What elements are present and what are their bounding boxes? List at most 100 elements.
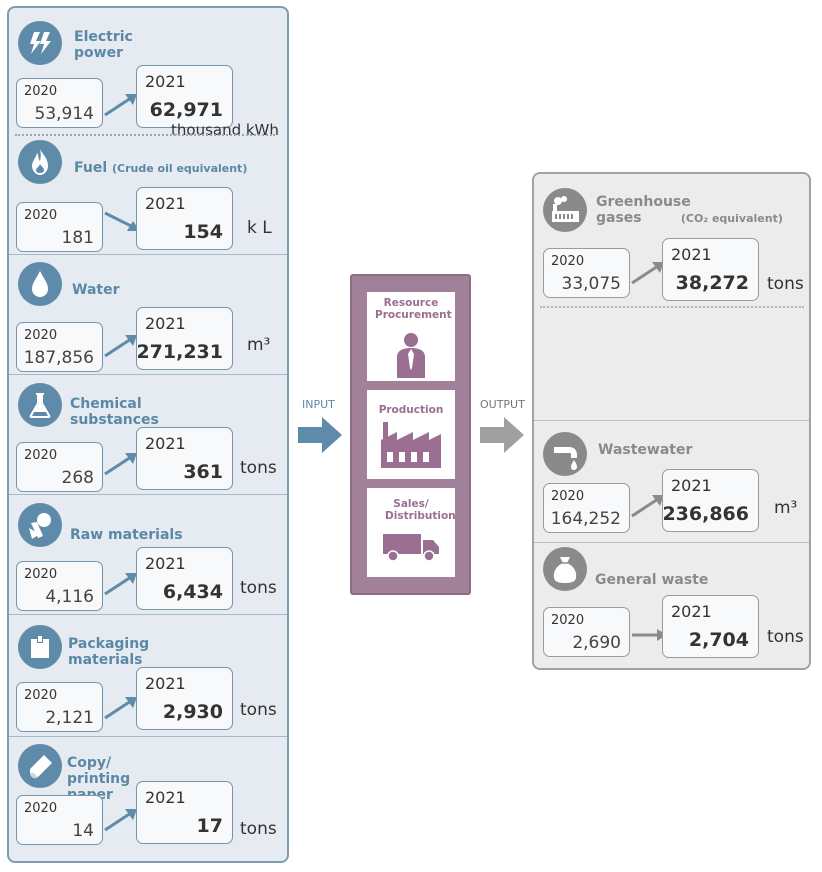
value-2021-box: 2021 236,866 (662, 469, 759, 532)
section-title: Electric power (74, 29, 133, 61)
year-label: 2021 (671, 245, 712, 264)
year-label: 2021 (145, 674, 186, 693)
input-packaging-materials: Packaging materials 2020 2,121 2021 2,93… (9, 614, 287, 736)
process-column: Resource Procurement Production Sales/ D… (350, 274, 471, 595)
trend-arrow-icon (104, 335, 137, 358)
value-2020: 2,690 (572, 633, 621, 653)
output-arrow-icon (480, 417, 524, 453)
value-2021-box: 2021 271,231 (136, 307, 233, 370)
trend-arrow-icon (104, 94, 137, 117)
factory-smoke-icon (543, 188, 587, 232)
input-chemical-substances: Chemical substances 2020 268 2021 361 to… (9, 374, 287, 494)
value-2020-box: 2020 181 (16, 202, 103, 252)
value-2021: 271,231 (136, 341, 223, 363)
trend-arrow-icon (104, 573, 137, 596)
unit-label: tons (767, 274, 804, 294)
year-label: 2021 (671, 602, 712, 621)
value-2021: 236,866 (662, 503, 749, 525)
year-label: 2021 (145, 314, 186, 333)
value-2021: 38,272 (675, 272, 749, 294)
process-label: Production (378, 404, 444, 416)
trend-arrow-icon (104, 453, 137, 476)
paper-icon (18, 744, 62, 788)
flask-icon (18, 383, 62, 427)
year-label: 2020 (24, 567, 58, 582)
value-2021: 2,704 (688, 629, 749, 651)
section-title: Chemical substances (70, 396, 159, 428)
water-drop-icon (18, 262, 62, 306)
factory-icon (381, 422, 441, 468)
value-2020: 164,252 (550, 509, 621, 529)
unit-label: tons (240, 458, 277, 478)
value-2021: 2,930 (162, 701, 223, 723)
year-label: 2020 (24, 448, 58, 463)
section-title: Packaging materials (68, 636, 150, 668)
flame-icon (18, 140, 62, 184)
output-greenhouse-gases: Greenhouse gases (CO₂ equivalent) 2020 3… (534, 174, 809, 420)
year-label: 2021 (145, 72, 186, 91)
garbage-bag-icon (543, 547, 587, 591)
raw-materials-icon (18, 503, 62, 547)
trend-arrow-icon (631, 262, 664, 285)
value-2020-box: 2020 2,121 (16, 682, 103, 732)
output-flow-label: OUTPUT (480, 398, 525, 411)
value-2021-box: 2021 361 (136, 427, 233, 490)
year-label: 2021 (145, 434, 186, 453)
year-label: 2020 (24, 688, 58, 703)
value-2020: 53,914 (34, 104, 94, 124)
input-copy-printing-paper: Copy/ printing paper 2020 14 2021 17 ton… (9, 736, 287, 861)
value-2021-box: 2021 154 (136, 187, 233, 250)
lightning-icon (18, 21, 62, 65)
faucet-icon (543, 432, 587, 476)
value-2020-box: 2020 187,856 (16, 322, 103, 372)
value-2021-box: 2021 17 (136, 781, 233, 844)
value-2020-box: 2020 33,075 (543, 248, 630, 298)
year-label: 2020 (551, 254, 585, 269)
unit-label: tons (240, 578, 277, 598)
output-general-waste: General waste 2020 2,690 2021 2,704 tons (534, 542, 809, 668)
year-label: 2021 (671, 476, 712, 495)
section-title: Fuel (Crude oil equivalent) (74, 160, 248, 176)
unit-label: k L (247, 218, 272, 238)
value-2021-box: 2021 38,272 (662, 238, 759, 301)
value-2020-box: 2020 4,116 (16, 561, 103, 611)
section-title: Raw materials (70, 527, 183, 543)
process-production: Production (367, 390, 455, 479)
value-2021-box: 2021 2,930 (136, 667, 233, 730)
year-label: 2021 (145, 194, 186, 213)
input-panel: Electric power 2020 53,914 2021 62,971 t… (7, 6, 289, 863)
input-water: Water 2020 187,856 2021 271,231 m³ (9, 254, 287, 374)
input-flow-label: INPUT (302, 398, 335, 411)
input-electric-power: Electric power 2020 53,914 2021 62,971 t… (9, 8, 287, 139)
trend-arrow-icon (104, 809, 137, 832)
value-2021: 6,434 (162, 581, 223, 603)
trend-arrow-icon (104, 697, 137, 720)
value-2021-box: 2021 2,704 (662, 595, 759, 658)
year-label: 2020 (551, 489, 585, 504)
truck-icon (383, 534, 439, 562)
package-icon (18, 625, 62, 669)
value-2020: 2,121 (45, 708, 94, 728)
value-2020: 14 (72, 821, 94, 841)
value-2021-box: 2021 62,971 (136, 65, 233, 128)
person-icon (397, 333, 425, 378)
output-panel: Greenhouse gases (CO₂ equivalent) 2020 3… (532, 172, 811, 670)
trend-arrow-icon (631, 495, 664, 518)
unit-label: m³ (774, 498, 798, 518)
value-2021: 154 (183, 221, 223, 243)
value-2020: 268 (61, 468, 94, 488)
value-2020-box: 2020 2,690 (543, 607, 630, 657)
unit-label: tons (240, 700, 277, 720)
divider (540, 306, 804, 308)
value-2020-box: 2020 164,252 (543, 483, 630, 533)
unit-label: tons (767, 627, 804, 647)
input-raw-materials: Raw materials 2020 4,116 2021 6,434 tons (9, 494, 287, 614)
year-label: 2021 (145, 554, 186, 573)
process-sales-distribution: Sales/ Distribution (367, 488, 456, 577)
input-fuel: Fuel (Crude oil equivalent) 2020 181 202… (9, 136, 287, 254)
year-label: 2020 (24, 84, 58, 99)
year-label: 2021 (145, 788, 186, 807)
section-title: Greenhouse gases (CO₂ equivalent) (596, 194, 783, 226)
value-2020-box: 2020 268 (16, 442, 103, 492)
process-resource-procurement: Resource Procurement (367, 292, 455, 381)
